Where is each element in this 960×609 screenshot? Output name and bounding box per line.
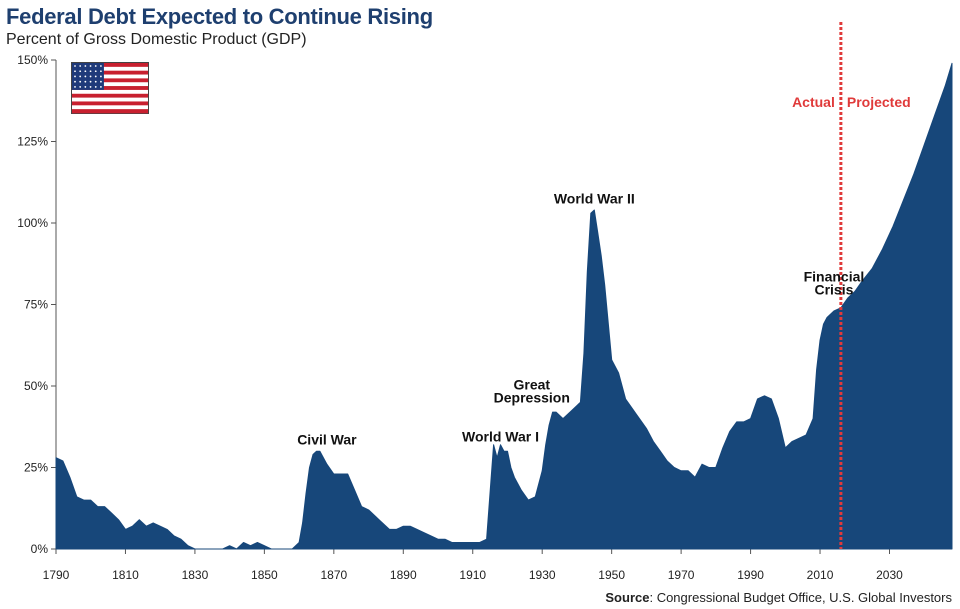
flag-stripe <box>72 74 148 79</box>
flag-star <box>74 65 76 67</box>
flag-star <box>79 75 82 78</box>
flag-star <box>84 86 87 88</box>
actual-label: Actual <box>792 94 835 110</box>
annotation-label: World War II <box>554 190 635 206</box>
flag-star <box>84 80 87 83</box>
flag-star <box>100 70 102 73</box>
flag-star <box>74 80 76 83</box>
annotation-label: Depression <box>494 389 570 405</box>
flag-stripe <box>72 66 148 71</box>
flag-star <box>89 86 92 88</box>
annotation-label: World War I <box>462 428 539 444</box>
x-tick-label: 1790 <box>43 568 70 582</box>
us-flag-icon <box>71 62 149 114</box>
flag-star <box>94 86 97 88</box>
source-note: Source: Congressional Budget Office, U.S… <box>605 590 952 605</box>
flag-star <box>84 70 87 73</box>
x-tick-label: 1830 <box>182 568 209 582</box>
flag-stripe <box>72 78 148 83</box>
flag-star <box>79 65 82 67</box>
flag-star <box>89 80 92 83</box>
flag-stripe <box>72 97 148 102</box>
projected-label: Projected <box>847 94 911 110</box>
chart-title: Federal Debt Expected to Continue Rising <box>6 4 433 29</box>
flag-stripe <box>72 109 148 114</box>
flag-star <box>74 75 76 78</box>
flag-star <box>79 80 82 83</box>
flag-star <box>94 75 97 78</box>
flag-star <box>89 75 92 78</box>
y-tick-label: 0% <box>31 542 49 556</box>
axes-group: 0% 25% 50% 75% 100% 125% 150% 1790 1810 1830 1850 1… <box>17 53 952 582</box>
flag-stripe <box>72 93 148 98</box>
divider-layer: Actual Projected <box>792 22 911 549</box>
flag-stripe <box>72 89 148 95</box>
annotation-label: Financial <box>804 269 865 285</box>
flag-star <box>100 75 102 78</box>
flag-stripe <box>72 86 148 91</box>
flag-stripe <box>72 82 148 87</box>
flag-star <box>100 86 102 88</box>
flag-canton <box>72 63 104 90</box>
series-area-layer <box>55 62 953 550</box>
x-tick-label: 1890 <box>390 568 417 582</box>
flag-star <box>89 65 92 67</box>
annotation-label: Crisis <box>814 282 853 298</box>
x-tick-label: 1870 <box>320 568 347 582</box>
flag-star <box>94 65 97 67</box>
flag-star <box>89 70 92 73</box>
flag-stripe <box>72 105 148 110</box>
flag-star <box>74 70 76 73</box>
chart-subtitle: Percent of Gross Domestic Product (GDP) <box>6 31 307 48</box>
flag-stripe <box>72 70 148 75</box>
flag-star <box>84 65 87 67</box>
flag-star <box>79 70 82 73</box>
flag-stripe <box>72 63 148 68</box>
source-text: : Congressional Budget Office, U.S. Glob… <box>649 590 952 605</box>
y-tick-label: 50% <box>24 379 48 393</box>
x-tick-label: 1930 <box>529 568 556 582</box>
series-area <box>55 62 953 550</box>
annotation-label: Civil War <box>297 432 357 448</box>
x-tick-label: 2030 <box>876 568 903 582</box>
y-tick-label: 125% <box>17 135 48 149</box>
flag-star <box>74 86 76 88</box>
source-label: Source <box>605 590 650 605</box>
x-tick-label: 1810 <box>112 568 139 582</box>
annotation-label: Great <box>513 376 550 392</box>
flag-star <box>100 80 102 83</box>
flag-star <box>94 80 97 83</box>
x-tick-label: 1850 <box>251 568 278 582</box>
flag-star <box>94 70 97 73</box>
flag-star <box>100 65 102 67</box>
y-tick-label: 75% <box>24 298 48 312</box>
y-tick-label: 100% <box>17 216 48 230</box>
x-tick-label: 1910 <box>459 568 486 582</box>
flag-stripe <box>72 101 148 106</box>
flag-star <box>84 75 87 78</box>
x-tick-label: 1950 <box>598 568 625 582</box>
y-tick-label: 25% <box>24 461 48 475</box>
flag-star <box>79 86 82 88</box>
x-tick-label: 1990 <box>737 568 764 582</box>
x-tick-label: 2010 <box>807 568 834 582</box>
y-tick-label: 150% <box>17 53 48 67</box>
x-tick-label: 1970 <box>668 568 695 582</box>
